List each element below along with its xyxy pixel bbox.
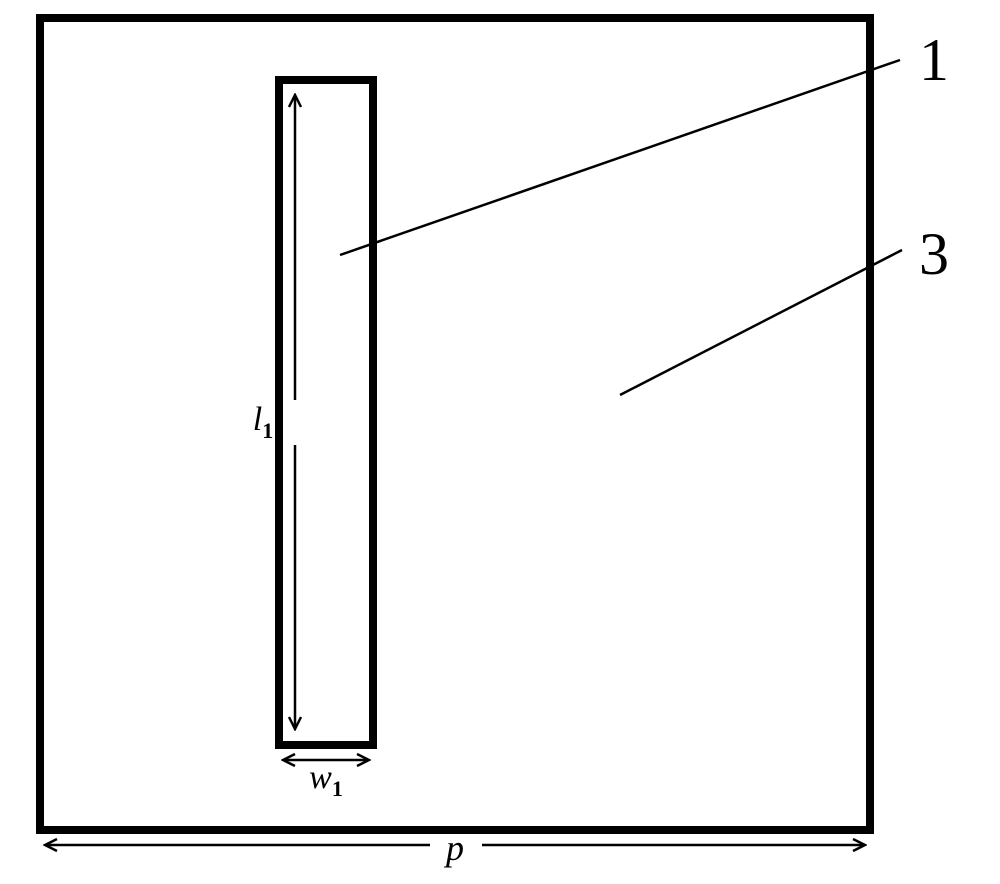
svg-text:w1: w1: [309, 759, 343, 801]
svg-text:l1: l1: [253, 401, 274, 443]
svg-text:p: p: [443, 828, 464, 868]
diagram-svg: l1 w1 p 1 3: [0, 0, 1000, 884]
svg-text:3: 3: [919, 221, 949, 287]
svg-text:1: 1: [919, 27, 949, 93]
diagram-container: l1 w1 p 1 3: [0, 0, 1000, 884]
